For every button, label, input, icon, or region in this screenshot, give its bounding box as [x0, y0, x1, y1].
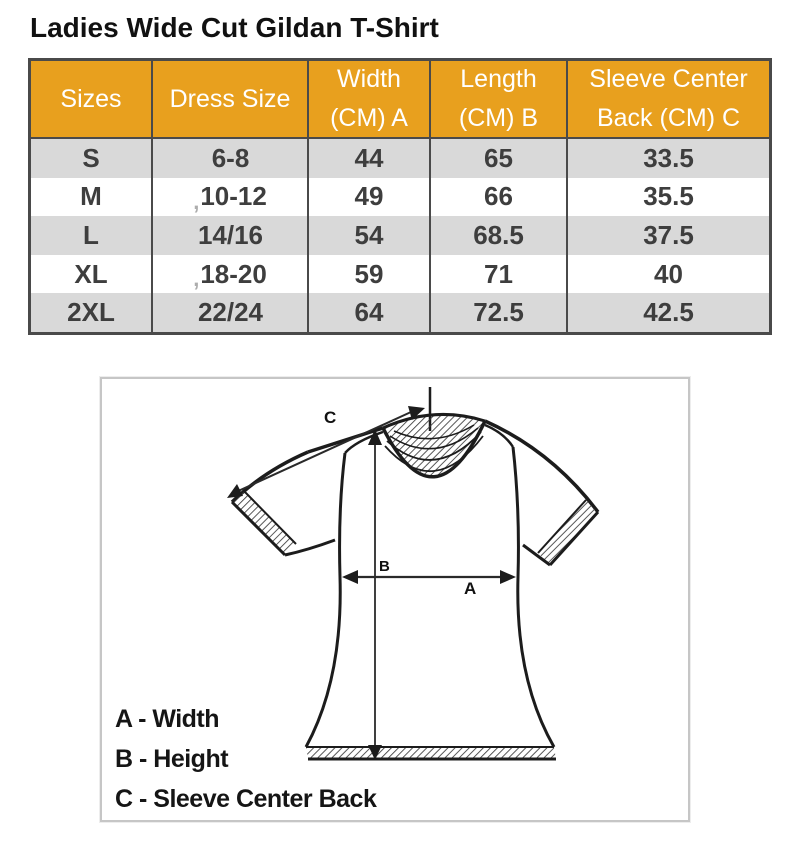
width-value: 54 — [354, 219, 384, 250]
header-line: Length — [460, 65, 537, 93]
length-value: 71 — [484, 258, 513, 289]
tshirt-measurement-diagram: A B C A - Width B - Height C - Sleeve Ce… — [100, 377, 690, 822]
header-dress-size: Dress Size — [153, 61, 309, 139]
right-underarm — [522, 543, 551, 567]
header-sleeve: Sleeve Center Back (CM) C — [568, 61, 769, 139]
hem-band — [306, 747, 556, 759]
cell-length: 66 — [431, 177, 568, 217]
legend-c: C - Sleeve Center Back — [115, 785, 377, 813]
cell-sleeve: 35.5 — [568, 177, 769, 217]
header-line: Width — [337, 65, 401, 93]
width-value: 49 — [354, 181, 384, 212]
cell-sleeve: 33.5 — [568, 139, 769, 178]
label-b: B — [379, 558, 390, 575]
dress-prefix: , — [193, 266, 200, 292]
legend-a: A - Width — [115, 705, 220, 733]
size-value: L — [83, 219, 99, 250]
cell-width: 49 — [309, 177, 431, 217]
cell-width: 64 — [309, 293, 431, 332]
cell-size: 2XL — [31, 293, 153, 332]
width-value: 64 — [354, 297, 384, 328]
torso-right-seam — [511, 446, 556, 748]
arrowhead-up-icon — [368, 429, 382, 445]
right-cuff — [538, 500, 598, 565]
diagram-legend: A - Width B - Height C - Sleeve Center B… — [115, 699, 377, 819]
cell-length: 72.5 — [431, 293, 568, 332]
dress-value: 22/24 — [197, 297, 264, 328]
width-value: 44 — [354, 142, 384, 173]
header-sizes: Sizes — [31, 61, 153, 139]
size-table: Sizes Dress Size Width (CM) A Length (CM… — [28, 58, 772, 335]
cell-size: M — [31, 177, 153, 217]
cell-width: 59 — [309, 254, 431, 294]
cell-size: XL — [31, 254, 153, 294]
length-value: 72.5 — [473, 297, 524, 328]
size-value: S — [82, 142, 100, 173]
cell-size: S — [31, 139, 153, 178]
header-width: Width (CM) A — [309, 61, 431, 139]
tshirt-drawing: A B C — [227, 387, 600, 761]
cell-dress: 22/24 — [153, 293, 309, 332]
width-value: 59 — [354, 258, 384, 289]
right-sleeve-outer — [484, 419, 600, 514]
right-shoulder-seam — [484, 423, 515, 448]
cell-length: 71 — [431, 254, 568, 294]
label-a: A — [464, 579, 476, 598]
dress-value: 18-20 — [200, 258, 267, 289]
legend-b: B - Height — [115, 745, 229, 773]
sleeve-value: 35.5 — [643, 181, 694, 212]
page-title: Ladies Wide Cut Gildan T-Shirt — [30, 12, 439, 43]
arrowhead-left-icon — [342, 570, 358, 584]
header-line: (CM) B — [458, 104, 539, 132]
left-shoulder-line — [307, 426, 384, 454]
cell-dress: 14/16 — [153, 216, 309, 255]
cell-length: 68.5 — [431, 216, 568, 255]
size-value: M — [80, 181, 102, 212]
cell-length: 65 — [431, 139, 568, 178]
header-line: (CM) A — [330, 104, 408, 132]
header-line: Sleeve Center — [589, 65, 748, 93]
cell-width: 44 — [309, 139, 431, 178]
size-value: 2XL — [67, 297, 115, 328]
measure-c-line — [235, 411, 412, 493]
header-line: Dress Size — [169, 84, 291, 113]
cell-width: 54 — [309, 216, 431, 255]
header-line: Back (CM) C — [596, 104, 741, 132]
length-value: 66 — [484, 181, 513, 212]
cell-size: L — [31, 216, 153, 255]
arrowhead-down-icon — [368, 745, 382, 760]
arrowhead-upright-icon — [408, 406, 425, 420]
dress-prefix: , — [193, 188, 200, 214]
cell-dress: , 10-12 — [153, 177, 309, 217]
header-line: Sizes — [60, 84, 122, 113]
cell-dress: , 18-20 — [153, 254, 309, 294]
left-shoulder-seam — [344, 430, 384, 454]
sleeve-value: 37.5 — [643, 219, 694, 250]
cell-dress: 6-8 — [153, 139, 309, 178]
dress-value: 14/16 — [197, 219, 264, 250]
left-underarm — [284, 538, 336, 557]
cell-sleeve: 40 — [568, 254, 769, 294]
left-cuff — [232, 491, 296, 555]
header-length: Length (CM) B — [431, 61, 568, 139]
cell-sleeve: 42.5 — [568, 293, 769, 332]
label-c: C — [324, 408, 336, 427]
sleeve-value: 42.5 — [643, 297, 694, 328]
length-value: 68.5 — [473, 219, 524, 250]
sleeve-value: 33.5 — [643, 142, 694, 173]
arrowhead-right-icon — [500, 570, 516, 584]
length-value: 65 — [484, 142, 513, 173]
torso-left-seam — [304, 452, 347, 748]
size-value: XL — [74, 258, 108, 289]
cell-sleeve: 37.5 — [568, 216, 769, 255]
arrowhead-downleft-icon — [227, 484, 243, 498]
dress-value: 10-12 — [200, 181, 267, 212]
sleeve-value: 40 — [654, 258, 683, 289]
dress-value: 6-8 — [211, 142, 250, 173]
